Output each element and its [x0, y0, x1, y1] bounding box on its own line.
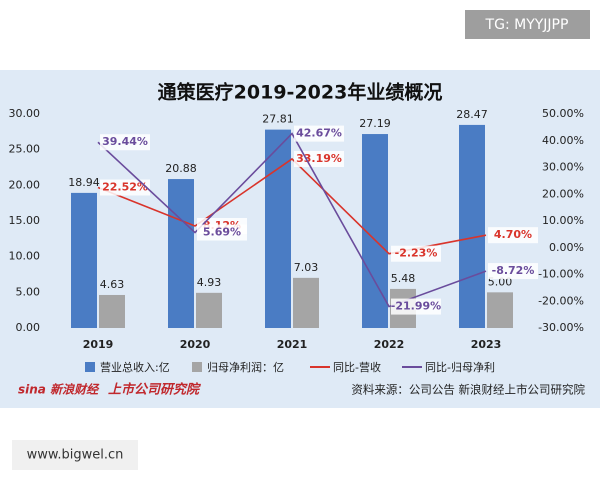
line-label: 5.69% — [203, 226, 241, 239]
x-tick-label: 2022 — [374, 338, 405, 351]
line-label: 4.70% — [494, 228, 532, 241]
legend-label: 归母净利润：亿 — [207, 360, 284, 374]
line-label: -21.99% — [391, 300, 441, 313]
bar — [99, 294, 125, 328]
y2-tick-label: -30.00% — [538, 321, 584, 334]
label-box — [197, 224, 247, 241]
y2-tick-label: -20.00% — [538, 294, 584, 307]
bar — [196, 292, 222, 328]
chart-title: 通策医疗2019-2023年业绩概况 — [158, 81, 443, 104]
label-box — [391, 298, 441, 315]
bar-label: 7.03 — [294, 261, 319, 274]
bar — [487, 292, 513, 328]
legend-swatch — [85, 362, 95, 372]
y2-tick-label: 50.00% — [542, 107, 584, 120]
line-label: 22.52% — [102, 181, 148, 194]
y2-tick-label: 0.00% — [549, 241, 584, 254]
y2-tick-label: 40.00% — [542, 134, 584, 147]
line-label: 42.67% — [296, 127, 342, 140]
y2-tick-label: 10.00% — [542, 214, 584, 227]
bar-label: 27.81 — [262, 113, 294, 126]
y-tick-label: 0.00 — [16, 321, 41, 334]
bar — [293, 277, 319, 328]
bar — [168, 179, 194, 328]
x-tick-label: 2020 — [180, 338, 211, 351]
watermark: www.bigwel.cn — [27, 448, 124, 463]
bar-label: 4.93 — [197, 276, 222, 289]
y-tick-label: 15.00 — [9, 214, 41, 227]
footer-logo: sina 新浪财经 — [18, 383, 100, 397]
label-box — [391, 245, 441, 262]
y-tick-label: 30.00 — [9, 107, 41, 120]
label-box — [488, 263, 538, 280]
tag-box — [465, 10, 590, 39]
x-tick-label: 2021 — [277, 338, 308, 351]
label-box — [488, 227, 538, 244]
legend-label: 同比-归母净利 — [425, 360, 495, 374]
y2-tick-label: -10.00% — [538, 268, 584, 281]
bar-label: 4.63 — [100, 278, 125, 291]
line-label: 39.44% — [102, 135, 148, 148]
legend-label: 同比-营收 — [333, 360, 381, 374]
footer-institute: 上市公司研究院 — [108, 382, 202, 398]
label-box — [100, 179, 150, 196]
bar — [265, 129, 291, 328]
legend-swatch — [192, 362, 202, 372]
bar — [459, 124, 485, 328]
bar-label: 20.88 — [165, 162, 197, 175]
label-box — [294, 150, 344, 167]
x-tick-label: 2019 — [83, 338, 114, 351]
bar — [71, 192, 97, 328]
y-tick-label: 10.00 — [9, 250, 41, 263]
tag: TG: MYYJJPP — [485, 17, 569, 33]
bar-label: 27.19 — [359, 117, 391, 130]
bar-label: 28.47 — [456, 108, 488, 121]
watermark-box — [12, 440, 138, 470]
footer-source: 资料来源：公司公告 新浪财经上市公司研究院 — [351, 383, 585, 397]
x-tick-label: 2023 — [471, 338, 502, 351]
y2-tick-label: 30.00% — [542, 161, 584, 174]
label-box — [100, 134, 150, 151]
bar-label: 18.94 — [68, 176, 100, 189]
y-tick-label: 20.00 — [9, 178, 41, 191]
label-box — [294, 125, 344, 142]
y2-tick-label: 20.00% — [542, 187, 584, 200]
line-label: -8.72% — [492, 264, 535, 277]
legend-label: 营业总收入:亿 — [100, 360, 170, 374]
line — [97, 132, 487, 308]
y-tick-label: 5.00 — [16, 285, 41, 298]
bar-label: 5.48 — [391, 272, 416, 285]
line-label: -2.23% — [395, 247, 438, 260]
y-tick-label: 25.00 — [9, 143, 41, 156]
